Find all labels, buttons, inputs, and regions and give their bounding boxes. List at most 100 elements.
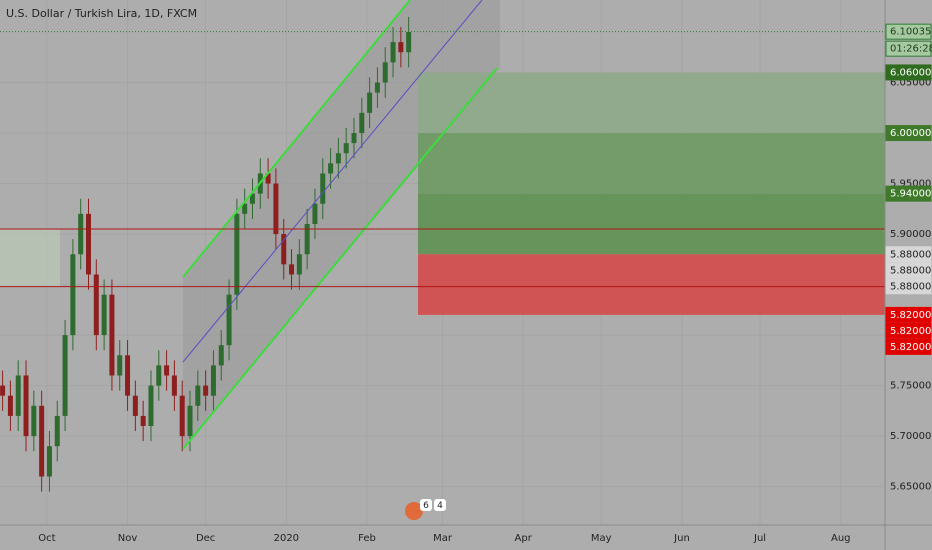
candle-body — [140, 415, 146, 427]
candle-body — [390, 42, 396, 63]
price-tag — [885, 125, 932, 142]
price-tag-label: 5.88000 — [890, 281, 931, 292]
candle-body — [132, 395, 138, 416]
event-icon: 6 4 — [405, 499, 446, 520]
price-tag-label: 5.88000 — [890, 249, 931, 260]
candle-body — [101, 294, 107, 336]
zone — [418, 72, 885, 134]
candle-body — [289, 264, 295, 275]
price-tag-label: 5.82000 — [890, 326, 931, 337]
price-tag — [885, 306, 932, 323]
chart-title: U.S. Dollar / Turkish Lira, 1D, FXCM — [6, 7, 197, 20]
overlay — [0, 31, 885, 288]
candles — [0, 16, 412, 492]
y-tick-label: 5.90000 — [890, 229, 931, 240]
countdown: 01:26:28 — [890, 44, 932, 55]
candle-body — [335, 153, 341, 164]
candle-body — [218, 345, 224, 366]
price-tag — [885, 338, 932, 355]
candle-body — [54, 415, 60, 447]
candle-body — [343, 143, 349, 154]
price-tag-label: 6.10035 — [890, 27, 931, 38]
zone — [418, 193, 885, 255]
price-tag — [885, 262, 932, 279]
candle-body — [281, 234, 287, 265]
price-tag-label: 6.06000 — [890, 67, 931, 78]
event-badge-bg — [434, 499, 446, 511]
x-tick-label: Jun — [673, 533, 690, 544]
old-zone — [0, 229, 60, 286]
price-tag — [885, 64, 932, 81]
candle-body — [86, 213, 91, 275]
candle-body — [46, 446, 52, 477]
candle-body — [367, 92, 373, 113]
candle-body — [179, 395, 185, 437]
price-tag — [885, 246, 932, 263]
price-tag — [885, 322, 932, 339]
candle-body — [195, 385, 201, 406]
price-tag-label: 6.00000 — [890, 128, 931, 139]
candle-body — [242, 203, 248, 214]
x-tick-label: Jul — [753, 533, 766, 544]
candle-body — [296, 254, 302, 275]
price-tag — [885, 23, 932, 40]
price-tag-label: 5.94000 — [890, 189, 931, 200]
x-tick-label: Feb — [358, 533, 376, 544]
candle-body — [62, 335, 68, 416]
candle-body — [351, 133, 357, 144]
candle-body — [265, 173, 271, 184]
candle-body — [156, 365, 162, 386]
y-tick-label: 5.75000 — [890, 381, 931, 392]
candle-body — [70, 254, 76, 336]
y-tick-label: 5.70000 — [890, 431, 931, 442]
candle-body — [117, 355, 123, 376]
candle-body — [273, 183, 279, 235]
x-tick-label: 2020 — [274, 533, 299, 544]
x-tick-label: Mar — [433, 533, 453, 544]
countdown-bg — [885, 40, 932, 57]
channel-mid — [182, 0, 483, 363]
candle-body — [234, 213, 240, 295]
candle-body — [171, 375, 177, 396]
candle-body — [374, 82, 380, 93]
event-badge: 6 — [423, 501, 429, 511]
candle-body — [164, 365, 170, 376]
price-tag — [885, 185, 932, 202]
candle-body — [320, 173, 326, 204]
candle-body — [226, 294, 232, 346]
candle-body — [312, 203, 318, 224]
y-tick-label: 6.05000 — [890, 78, 931, 89]
zone — [418, 254, 885, 315]
price-tag-label: 5.82000 — [890, 310, 931, 321]
candle-body — [15, 375, 21, 416]
x-tick-label: Apr — [515, 533, 533, 544]
channel-upper — [182, 0, 411, 278]
candle-body — [93, 274, 99, 336]
candle-body — [210, 365, 216, 396]
candle-body — [328, 163, 334, 174]
candle-body — [304, 223, 310, 255]
candle-body — [382, 62, 388, 83]
candle-body — [109, 294, 115, 376]
candle-body — [359, 112, 365, 134]
x-tick-label: Aug — [831, 533, 851, 544]
price-tag-label: 5.82000 — [890, 342, 931, 353]
x-tick-label: Oct — [38, 533, 55, 544]
candle-body — [148, 385, 154, 427]
price-tag — [885, 278, 932, 295]
event-flag — [405, 502, 423, 520]
channel-lower — [182, 67, 498, 450]
candle-body — [203, 385, 209, 396]
price-tag-label: 5.88000 — [890, 265, 931, 276]
x-tick-label: Nov — [118, 533, 138, 544]
zone — [418, 133, 885, 194]
candle-body — [39, 405, 45, 477]
zones — [418, 72, 885, 315]
y-tick-label: 5.95000 — [890, 179, 931, 190]
candle-body — [7, 395, 13, 416]
candle-body — [125, 355, 131, 396]
candle-body — [0, 385, 6, 396]
event-badge: 4 — [437, 501, 443, 511]
